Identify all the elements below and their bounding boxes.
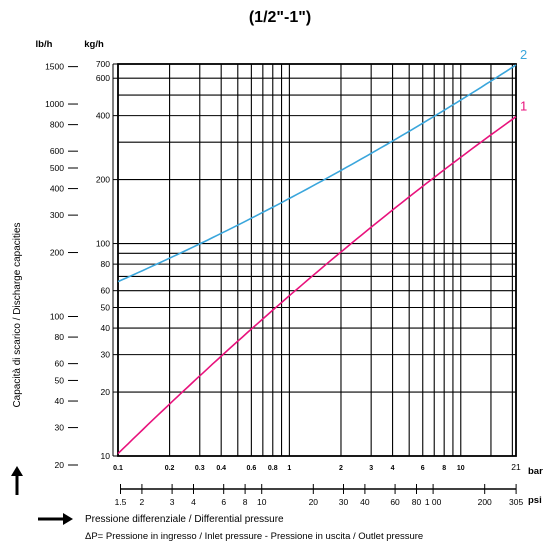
bar-tick-label: 3 <box>369 465 373 472</box>
psi-tick-label: 10 <box>257 497 267 507</box>
plot-frame <box>117 63 517 457</box>
bar-tick-label: 10 <box>457 465 465 472</box>
series-layer: 12 <box>117 47 527 455</box>
series-2-label: 2 <box>520 47 527 62</box>
kgh-tick-label: 200 <box>96 175 110 185</box>
lbh-tick-label: 1000 <box>45 99 64 109</box>
lbh-tick-label: 60 <box>55 359 65 369</box>
lbh-tick-label: 300 <box>50 210 64 220</box>
lbh-tick-label: 200 <box>50 248 64 258</box>
x-axis-label: Pressione differenziale / Differential p… <box>85 514 284 525</box>
bar-tick-label: 1 <box>287 465 291 472</box>
bar-tick-label: 0.3 <box>195 465 205 472</box>
kgh-tick-label: 30 <box>101 350 111 360</box>
chart-title: (1/2"-1") <box>249 9 311 26</box>
series-1-line <box>117 116 517 455</box>
psi-tick-label: 3 <box>170 497 175 507</box>
bar-tick-label: 0.1 <box>113 465 123 472</box>
kgh-tick-label: 40 <box>101 323 111 333</box>
psi-tick-label: 60 <box>390 497 400 507</box>
bar-tick-label: 0.2 <box>165 465 175 472</box>
lbh-tick-label: 600 <box>50 146 64 156</box>
lbh-tick-label: 400 <box>50 184 64 194</box>
lbh-tick-label: 500 <box>50 163 64 173</box>
bar-tick-label: 2 <box>339 465 343 472</box>
kgh-unit-label: kg/h <box>84 39 104 50</box>
psi-unit-label: psi <box>528 495 542 506</box>
lbh-tick-label: 800 <box>50 120 64 130</box>
delta-p-note: ΔP= Pressione in ingresso / Inlet pressu… <box>85 531 423 542</box>
psi-tick-label: 2 <box>140 497 145 507</box>
bar-tick-label: 0.6 <box>246 465 256 472</box>
lbh-tick-label: 50 <box>55 375 65 385</box>
series-2-line <box>117 64 517 283</box>
kgh-tick-label: 50 <box>101 303 111 313</box>
kgh-tick-label: 60 <box>101 286 111 296</box>
x-axis-arrow <box>38 513 73 525</box>
psi-tick-label: 4 <box>191 497 196 507</box>
bar-tick-label: 0.4 <box>216 465 226 472</box>
psi-tick-label: 30 <box>339 497 349 507</box>
psi-tick-label: 20 <box>309 497 319 507</box>
lbh-tick-label: 1500 <box>45 62 64 72</box>
bar-unit-label: bar <box>528 466 543 477</box>
kgh-tick-label: 20 <box>101 387 111 397</box>
psi-tick-label: 200 <box>478 497 492 507</box>
bar-tick-label: 8 <box>442 465 446 472</box>
kgh-tick-label: 100 <box>96 239 110 249</box>
psi-tick-label: 305 <box>509 497 523 507</box>
bar-tick-label: 6 <box>421 465 425 472</box>
kgh-tick-label: 400 <box>96 111 110 121</box>
y-axis-label: Capacità di scarico / Discharge capaciti… <box>12 222 23 407</box>
lbh-unit-label: lb/h <box>36 39 53 50</box>
lbh-tick-label: 100 <box>50 311 64 321</box>
psi-tick-label: 8 <box>243 497 248 507</box>
lbh-tick-label: 30 <box>55 423 65 433</box>
psi-tick-label: 80 <box>412 497 422 507</box>
psi-tick-label: 40 <box>360 497 370 507</box>
lbh-tick-label: 80 <box>55 332 65 342</box>
kgh-tick-label: 10 <box>101 451 111 461</box>
lbh-tick-label: 40 <box>55 396 65 406</box>
axis-ticks: 7006004002001008060504030201015001000800… <box>45 59 523 507</box>
bar-tick-label: 0.8 <box>268 465 278 472</box>
y-axis-arrow <box>11 466 23 495</box>
psi-tick-label: 6 <box>221 497 226 507</box>
lbh-tick-label: 20 <box>55 460 65 470</box>
series-1-label: 1 <box>520 99 527 114</box>
kgh-tick-label: 80 <box>101 259 111 269</box>
kgh-tick-label: 600 <box>96 73 110 83</box>
bar-tick-label: 4 <box>391 465 395 472</box>
bar-tick-label: 21 <box>511 462 521 472</box>
kgh-tick-label: 700 <box>96 59 110 69</box>
psi-tick-label: 1.5 <box>115 497 127 507</box>
psi-tick-label: 1 00 <box>425 497 442 507</box>
